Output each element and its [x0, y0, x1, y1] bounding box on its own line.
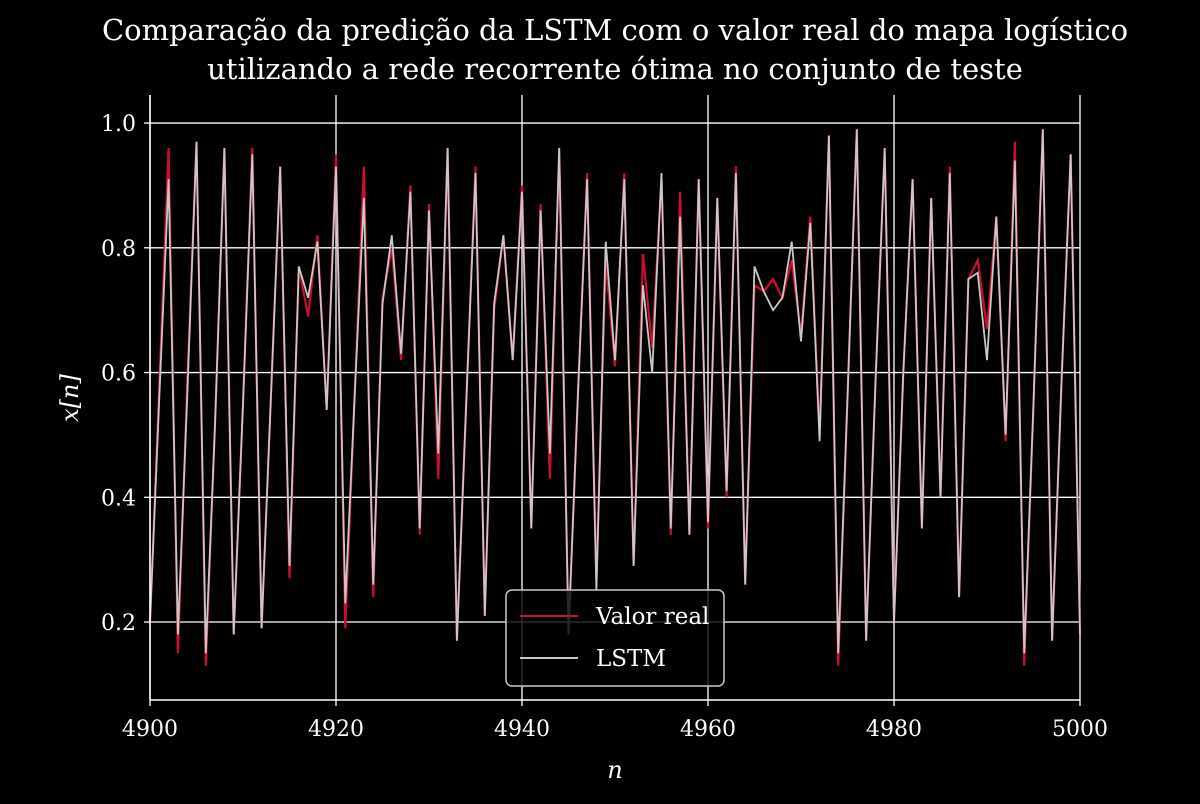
legend-label: LSTM [596, 646, 666, 672]
chart-title: Comparação da predição da LSTM com o val… [102, 13, 1128, 47]
series-lines [148, 129, 1082, 666]
legend-box [505, 589, 725, 687]
x-tick-label: 4960 [680, 717, 736, 742]
y-axis-label: x[n] [56, 374, 84, 422]
tick-labels: 4900 4920 4940 4960 4980 5000 0.2 0.4 0.6 0.8 1.0 [101, 112, 1108, 742]
series-line-lstm [149, 129, 1081, 654]
legend: Valor real LSTM [505, 589, 725, 687]
x-tick-label: 4900 [122, 717, 178, 742]
x-tick-label: 5000 [1052, 717, 1108, 742]
y-tick-label: 0.6 [101, 362, 136, 387]
axes [144, 95, 1081, 706]
legend-label: Valor real [595, 604, 709, 630]
x-tick-label: 4940 [494, 717, 550, 742]
y-tick-label: 0.8 [101, 237, 136, 262]
y-tick-label: 1.0 [101, 112, 136, 137]
x-tick-label: 4920 [308, 717, 364, 742]
x-axis-label: n [607, 756, 622, 784]
y-tick-label: 0.4 [101, 486, 136, 511]
chart-subtitle: utilizando a rede recorrente ótima no co… [207, 52, 1023, 86]
y-tick-label: 0.2 [101, 611, 136, 636]
x-tick-label: 4980 [866, 717, 922, 742]
